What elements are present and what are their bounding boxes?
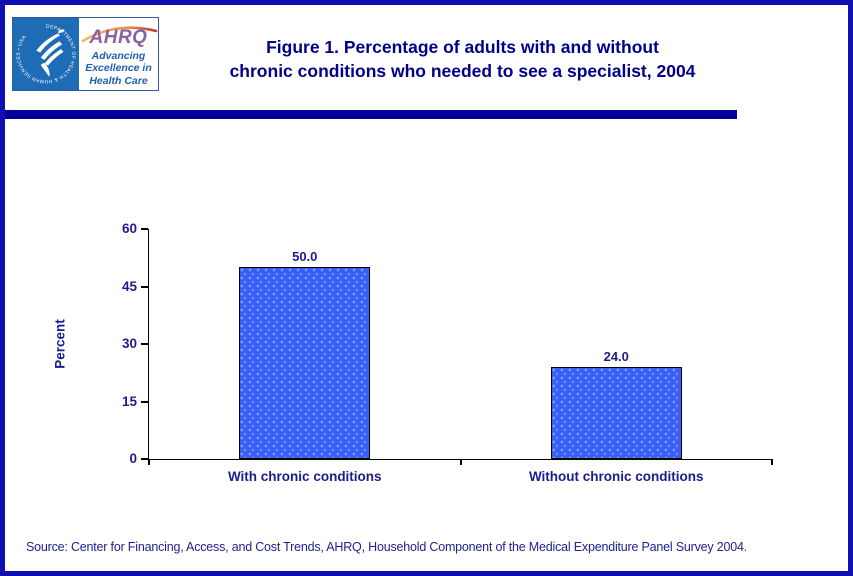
y-axis-tick-label: 45 <box>121 278 137 294</box>
title-underline-bar <box>5 110 737 119</box>
tagline-line: Advancing <box>91 50 146 62</box>
plot-area: 0 15 30 45 60 50.0 With chronic conditions 24.0… <box>122 221 773 484</box>
ahrq-brand-text: AHRQ <box>89 27 148 48</box>
tagline-line: Health Care <box>89 74 148 87</box>
y-axis-tick-label: 30 <box>121 336 137 351</box>
bar-value-label: 50.0 <box>292 249 318 265</box>
bar <box>550 367 682 459</box>
bar <box>239 267 371 459</box>
source-note: Source: Center for Financing, Access, an… <box>26 540 748 554</box>
y-axis-tick <box>140 343 148 345</box>
ahrq-logo: DEPARTMENT OF HEALTH & HUMAN SERVICES • … <box>12 17 159 91</box>
y-axis-tick <box>140 228 148 230</box>
hhs-seal-icon: DEPARTMENT OF HEALTH & HUMAN SERVICES • … <box>13 18 79 90</box>
y-axis-tick-label: 0 <box>129 451 137 466</box>
figure-title: Figure 1. Percentage of adults with and … <box>90 35 835 83</box>
swoosh-icon <box>81 26 158 43</box>
tagline-line: Excellence in <box>85 62 152 75</box>
ahrq-tagline: Advancing Excellence in Health Care <box>79 50 158 87</box>
figure-title-line1: Figure 1. Percentage of adults with and … <box>266 37 659 57</box>
y-axis-tick-label: 60 <box>121 221 137 236</box>
y-axis-tick <box>140 285 148 288</box>
ahrq-wordmark: AHRQ Advancing Excellence in Health Care <box>79 18 158 90</box>
bar-value-label: 24.0 <box>603 349 629 364</box>
x-axis-category-label: Without chronic conditions <box>528 469 704 484</box>
x-axis-tick <box>148 459 150 465</box>
figure-title-line2: chronic conditions who needed to see a s… <box>229 61 696 81</box>
hhs-eagle-icon: DEPARTMENT OF HEALTH & HUMAN SERVICES • … <box>16 24 76 85</box>
x-axis-category-label: With chronic conditions <box>227 469 382 484</box>
y-axis-tick <box>140 458 148 460</box>
x-axis-tick <box>459 459 462 465</box>
y-axis-tick <box>140 400 148 403</box>
x-axis-tick <box>771 459 773 465</box>
y-axis-tick-label: 15 <box>121 393 137 409</box>
y-axis-label: Percent <box>52 319 68 369</box>
